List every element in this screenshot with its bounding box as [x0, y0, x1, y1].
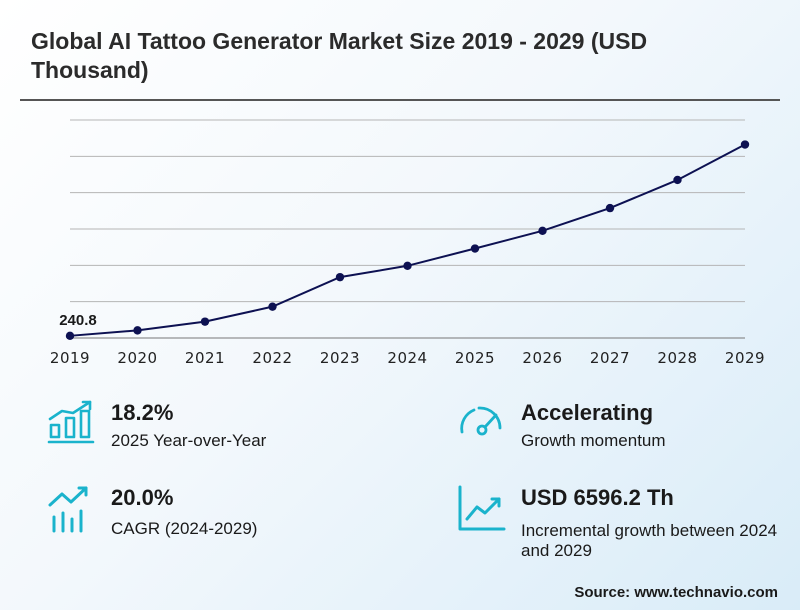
x-tick-label: 2028 [657, 349, 697, 367]
speedometer-icon [460, 406, 502, 436]
stat-momentum-label: Growth momentum [521, 431, 666, 450]
x-tick-label: 2027 [590, 349, 630, 367]
data-point [403, 261, 412, 270]
x-tick-label: 2023 [320, 349, 360, 367]
data-point [65, 331, 75, 341]
data-point [538, 226, 547, 236]
x-tick-label: 2021 [185, 349, 225, 367]
data-point [335, 272, 345, 282]
bar-chart-growth-icon [47, 400, 95, 444]
x-tick-label: 2026 [522, 349, 562, 367]
stat-incremental-label: Incremental growth between 2024 and 2029 [521, 521, 778, 560]
stat-momentum-value: Accelerating [521, 400, 654, 425]
line-chart: 2019 2020 2021 2022 2023 2024 2025 2026 2027 2028… [50, 119, 765, 367]
x-tick-label: 2020 [117, 349, 157, 367]
data-point [133, 326, 142, 335]
stat-yoy-label: 2025 Year-over-Year [111, 431, 267, 450]
stat-yoy-value: 18.2% [111, 400, 174, 425]
stat-incremental-value: USD 6596.2 Th [521, 485, 674, 510]
data-point [200, 317, 210, 326]
data-label: 240.8 [59, 312, 97, 329]
x-tick-label: 2022 [252, 349, 292, 367]
data-point [605, 203, 615, 213]
trend-bars-icon [48, 486, 88, 533]
x-tick-label: 2029 [725, 349, 765, 367]
stat-cagr-value: 20.0% [111, 485, 174, 510]
x-tick-label: 2019 [50, 349, 90, 367]
title-divider [20, 99, 780, 101]
data-point [268, 302, 277, 311]
data-point [740, 140, 750, 149]
x-tick-label: 2024 [387, 349, 427, 367]
series-line [69, 143, 746, 337]
line-chart-up-icon [458, 485, 506, 531]
data-point [673, 175, 682, 185]
chart-title: Global AI Tattoo Generator Market Size 2… [31, 28, 648, 83]
source-credit: Source: www.technavio.com [574, 584, 778, 601]
x-tick-label: 2025 [455, 349, 495, 367]
data-point [470, 244, 480, 253]
stat-cagr-label: CAGR (2024-2029) [111, 519, 258, 538]
